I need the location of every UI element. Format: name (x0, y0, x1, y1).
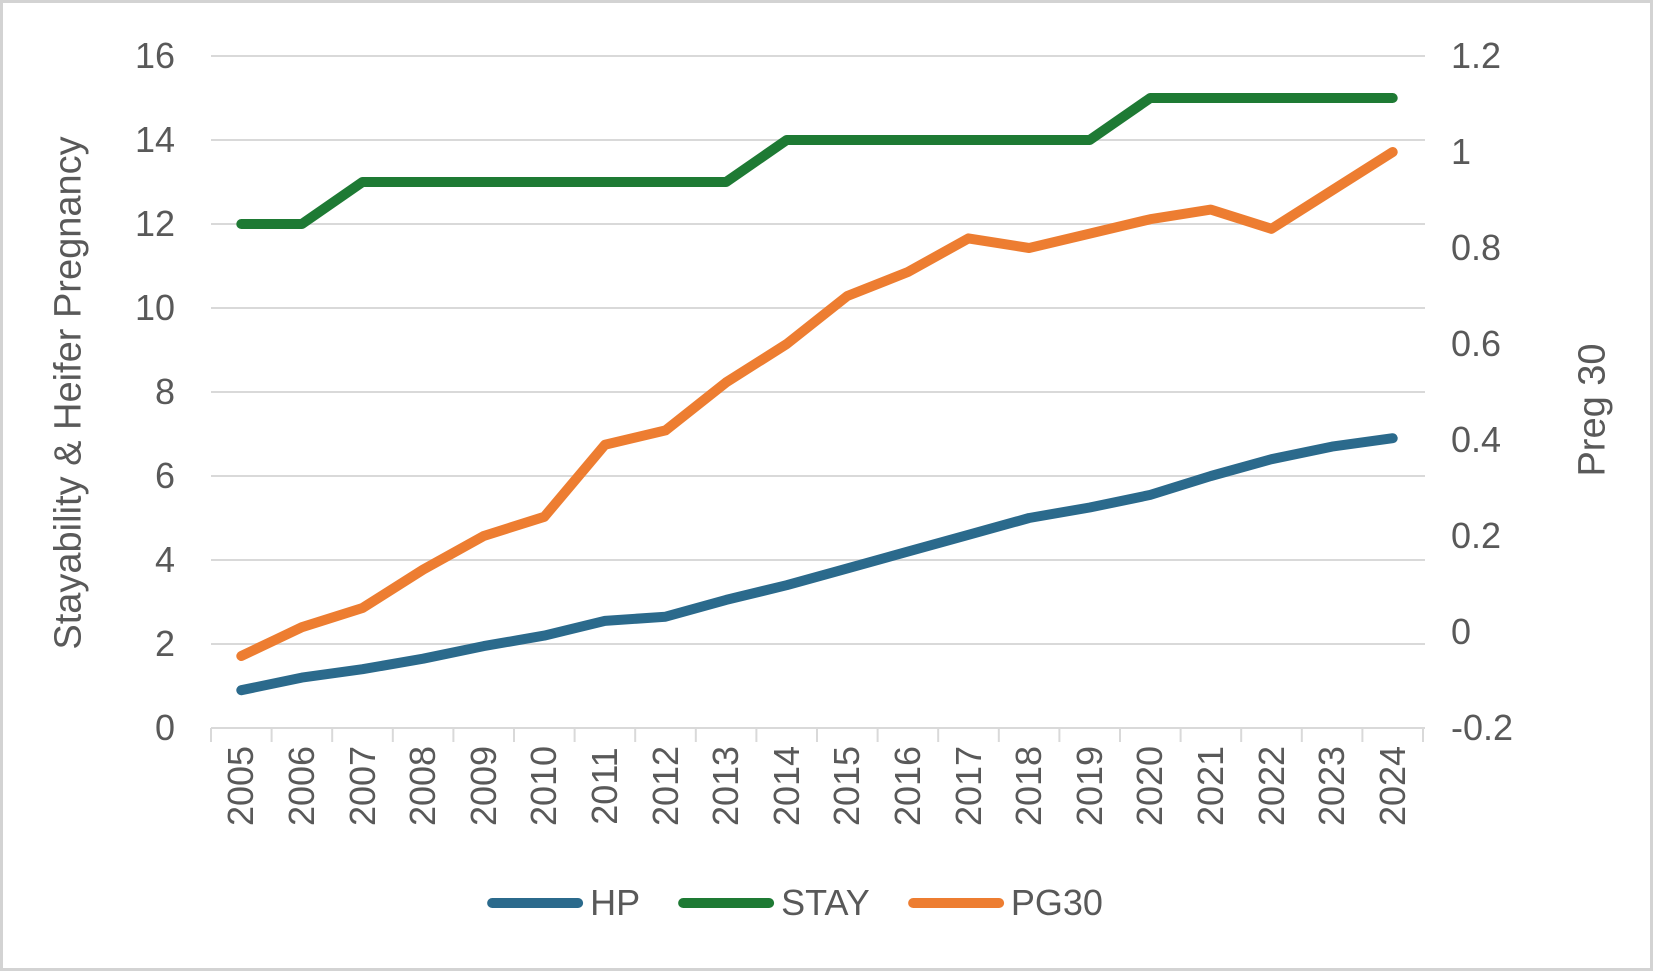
x-year-label: 2005 (220, 745, 262, 827)
x-year-label: 2023 (1311, 745, 1353, 827)
left-axis-title: Stayability & Heifer Pregnancy (47, 136, 90, 650)
legend-item-hp: HP (487, 883, 640, 923)
x-year-label: 2013 (705, 745, 747, 827)
x-year-label: 2009 (462, 745, 504, 827)
x-year-label: 2017 (947, 745, 989, 827)
x-year-label: 2024 (1371, 745, 1413, 827)
legend-swatch-pg30 (907, 898, 1004, 908)
x-year-label: 2008 (402, 745, 444, 827)
left-tick-label: 4 (154, 539, 175, 580)
series-line-hp (236, 433, 1398, 696)
x-year-label: 2006 (280, 745, 322, 827)
right-tick-label: 0.6 (1451, 323, 1502, 364)
legend-label: PG30 (1010, 882, 1103, 923)
left-tick-label: 16 (134, 35, 175, 76)
left-tick-label: 10 (134, 287, 175, 328)
series-line-stay (236, 93, 1398, 229)
right-tick-label: 0.8 (1451, 227, 1502, 268)
left-tick-label: 8 (154, 371, 175, 412)
plot-area (210, 55, 1425, 742)
legend-label: STAY (781, 882, 870, 923)
legend-label: HP (590, 882, 641, 923)
x-year-label: 2021 (1189, 745, 1231, 827)
right-tick-label: -0.2 (1451, 707, 1514, 748)
legend-item-pg30: PG30 (907, 882, 1103, 923)
right-tick-label: 0.4 (1451, 419, 1502, 460)
x-year-label: 2010 (523, 745, 565, 827)
right-tick-label: 1 (1451, 131, 1472, 172)
legend: HP STAY PG30 (487, 883, 1103, 923)
x-year-label: 2018 (1008, 745, 1050, 827)
x-year-label: 2011 (583, 747, 625, 825)
legend-item-stay: STAY (678, 883, 870, 923)
left-tick-label: 0 (154, 707, 175, 748)
x-year-label: 2012 (644, 745, 686, 827)
left-tick-label: 2 (154, 623, 175, 664)
x-year-label: 2020 (1129, 745, 1171, 827)
right-tick-label: 0.2 (1451, 515, 1502, 556)
x-year-label: 2019 (1068, 745, 1110, 827)
left-tick-label: 6 (154, 455, 175, 496)
left-tick-label: 14 (134, 119, 175, 160)
x-year-label: 2015 (826, 745, 868, 827)
legend-swatch-stay (678, 898, 775, 908)
series-line-pg30 (236, 147, 1398, 661)
right-axis-title: Preg 30 (1571, 343, 1614, 477)
x-year-label: 2016 (886, 745, 928, 827)
x-year-label: 2007 (341, 745, 383, 827)
legend-swatch-hp (487, 898, 584, 908)
right-tick-label: 0 (1451, 611, 1472, 652)
right-tick-label: 1.2 (1451, 35, 1502, 76)
x-year-label: 2022 (1250, 745, 1292, 827)
left-tick-label: 12 (134, 203, 175, 244)
x-year-label: 2014 (765, 745, 807, 827)
